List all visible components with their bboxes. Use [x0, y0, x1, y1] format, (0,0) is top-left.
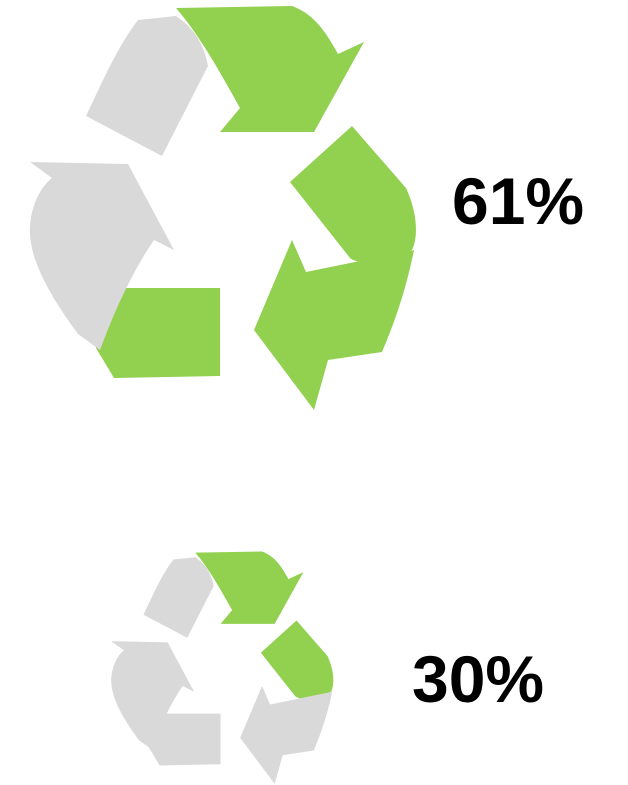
recycle-segment [111, 641, 195, 750]
percentage-label: 61% [452, 164, 585, 238]
recycle-segment [149, 713, 221, 766]
recycle-segment [29, 162, 175, 350]
recycle-segment [176, 6, 364, 132]
recycle-segment [260, 620, 334, 699]
recycle-icon [111, 551, 334, 784]
recycle-segment [86, 16, 208, 156]
recycle-segment [195, 551, 304, 624]
recycle-segment [95, 288, 220, 378]
recycle-segment [240, 686, 333, 784]
recycle-segment [290, 126, 416, 263]
percentage-label: 30% [412, 642, 545, 716]
recycle-icon [29, 6, 416, 410]
recycle-segment [143, 557, 214, 638]
recycle-segment [254, 240, 414, 410]
